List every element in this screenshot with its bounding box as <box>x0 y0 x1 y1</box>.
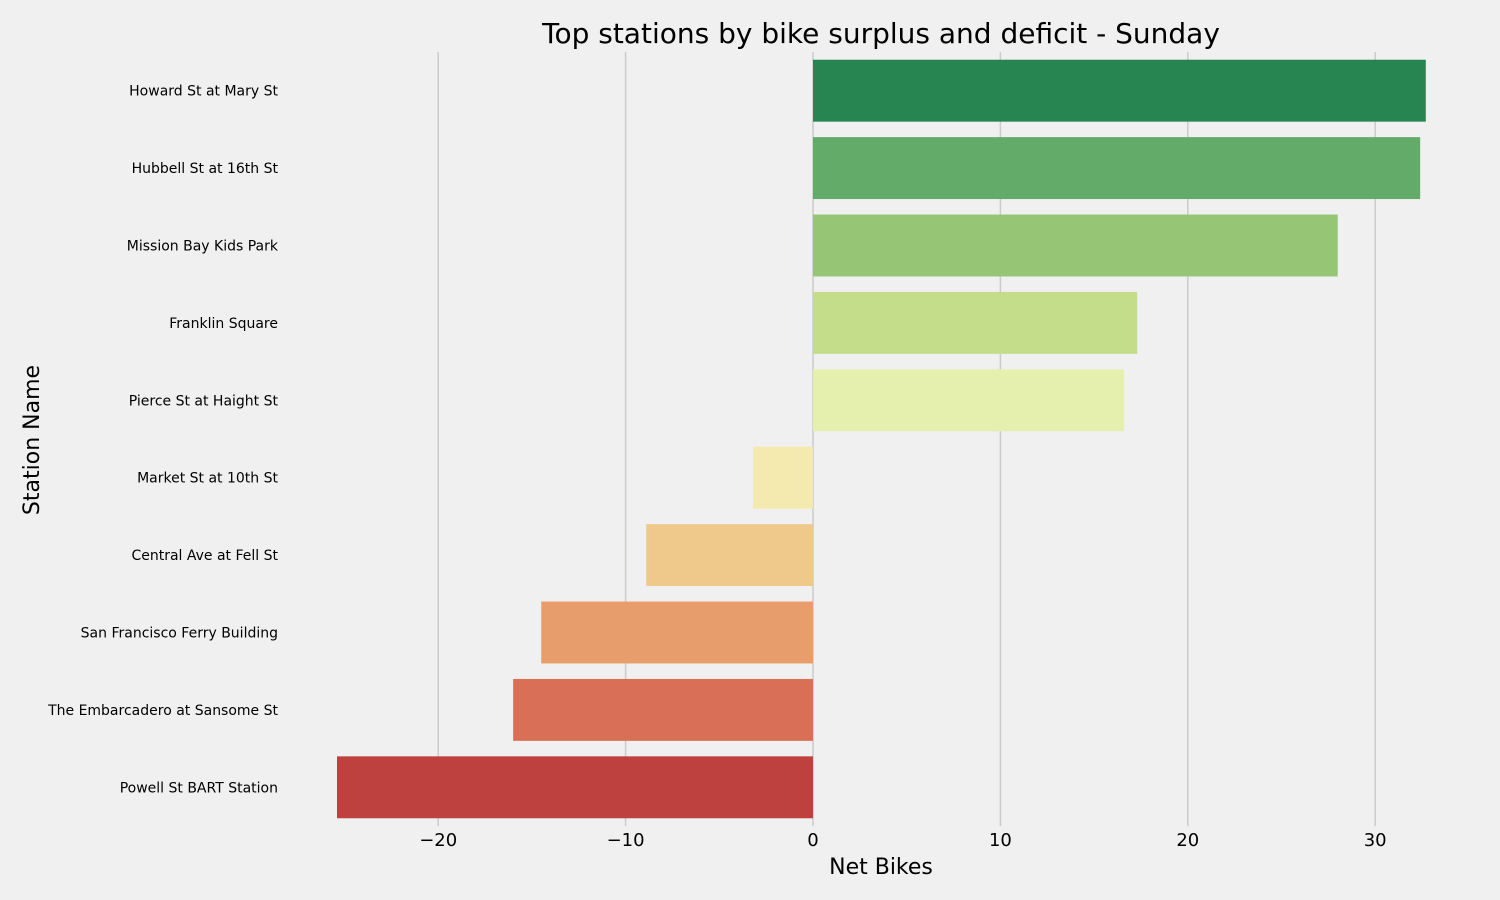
x-tick-label: −10 <box>607 830 645 851</box>
bar <box>541 601 813 664</box>
bar <box>813 137 1421 200</box>
chart-title: Top stations by bike surplus and deficit… <box>541 17 1220 50</box>
category-label: Market St at 10th St <box>137 471 278 487</box>
category-label: Hubbell St at 16th St <box>132 161 279 177</box>
category-labels: Howard St at Mary St Hubbell St at 16th S… <box>47 84 279 797</box>
x-tick-label: 0 <box>807 830 818 851</box>
bar <box>646 524 813 587</box>
category-label: Pierce St at Haight St <box>129 393 279 409</box>
x-tick-label: 20 <box>1176 830 1199 851</box>
category-label: Central Ave at Fell St <box>131 548 278 564</box>
bar <box>813 59 1426 122</box>
bar <box>813 369 1125 432</box>
x-tick-label: 30 <box>1364 830 1387 851</box>
category-label: Howard St at Mary St <box>129 84 278 100</box>
x-tick-label: −20 <box>419 830 457 851</box>
y-axis-label: Station Name <box>20 365 45 515</box>
bars <box>337 59 1426 819</box>
category-label: San Francisco Ferry Building <box>81 626 278 642</box>
x-tick-labels: −20 −10 0 10 20 30 <box>419 830 1386 851</box>
bar <box>513 678 813 741</box>
category-label: The Embarcadero at Sansome St <box>47 703 278 719</box>
bar <box>813 214 1338 277</box>
category-label: Powell St BART Station <box>120 780 278 796</box>
category-label: Mission Bay Kids Park <box>127 239 279 255</box>
bar <box>753 446 813 509</box>
category-label: Franklin Square <box>169 316 278 332</box>
x-axis-label: Net Bikes <box>829 855 933 880</box>
bar <box>337 756 813 819</box>
x-tick-label: 10 <box>989 830 1012 851</box>
bar <box>813 291 1138 354</box>
